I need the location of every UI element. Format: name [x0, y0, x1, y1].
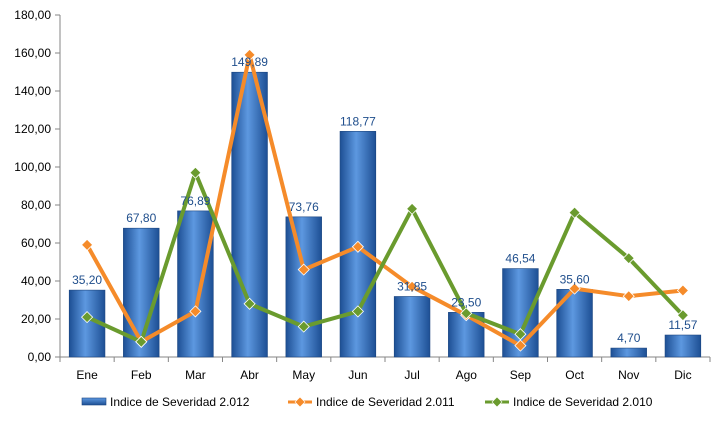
series-point [351, 305, 364, 318]
bar-data-label: 23,50 [451, 295, 481, 309]
y-tick-label: 80,00 [21, 198, 51, 212]
legend-swatch [81, 397, 107, 406]
x-tick-label: Sep [510, 368, 532, 382]
bar-data-label: 73,76 [289, 200, 319, 214]
y-tick-label: 160,00 [14, 46, 51, 60]
x-tick-label: Dic [674, 368, 691, 382]
legend-label: Indice de Severidad 2.012 [110, 395, 250, 409]
x-tick-label: Jul [404, 368, 419, 382]
bar [610, 347, 647, 358]
series-point [676, 284, 689, 297]
legend-swatch-marker [491, 396, 503, 408]
y-tick-label: 100,00 [14, 160, 51, 174]
y-tick-label: 0,00 [28, 350, 52, 364]
x-tick-label: May [292, 368, 315, 382]
line-series [81, 48, 689, 352]
bar-data-label: 35,60 [560, 272, 590, 286]
series-point [189, 166, 202, 179]
series-point [297, 320, 310, 333]
series-point [514, 328, 527, 341]
x-tick-label: Oct [565, 368, 584, 382]
x-tick-label: Mar [185, 368, 206, 382]
series-point [622, 290, 635, 303]
legend-label: Indice de Severidad 2.011 [316, 395, 455, 409]
x-tick-label: Abr [240, 368, 259, 382]
data-labels: 35,20 67,80 76,89 149,89 73,76 118,77 31,85 23,… [72, 55, 698, 345]
legend-swatch-marker [294, 396, 306, 408]
bar [393, 296, 431, 358]
legend: Indice de Severidad 2.012 Indice de Sever… [81, 395, 653, 409]
x-tick-label: Ago [456, 368, 478, 382]
bar-data-label: 35,20 [72, 273, 102, 287]
y-tick-label: 140,00 [14, 84, 51, 98]
bar-series [68, 71, 702, 358]
series-point [676, 309, 689, 322]
legend-label: Indice de Severidad 2.010 [513, 395, 653, 409]
series-point [243, 297, 256, 310]
bar [177, 210, 214, 358]
series-point [406, 280, 419, 293]
series-point [81, 311, 94, 324]
series-point [81, 238, 94, 251]
bar [285, 216, 322, 358]
bar-data-label: 76,89 [180, 194, 210, 208]
series-line [85, 52, 684, 348]
axes: 0,00 20,00 40,00 60,00 80,00 100,00 120,00 140,… [14, 8, 711, 382]
bar-data-label: 149,89 [231, 55, 268, 69]
y-tick-label: 60,00 [21, 236, 51, 250]
y-tick-label: 180,00 [14, 8, 51, 22]
bar-data-label: 4,70 [617, 331, 641, 345]
bar-data-label: 67,80 [126, 211, 156, 225]
bar-data-label: 46,54 [505, 252, 535, 266]
x-tick-label: Feb [131, 368, 152, 382]
bar-data-label: 11,57 [668, 318, 697, 332]
series-point [189, 305, 202, 318]
series-line [86, 170, 685, 344]
bar [664, 334, 702, 358]
y-tick-label: 40,00 [21, 274, 51, 288]
x-tick-label: Ene [76, 368, 98, 382]
series-point [460, 307, 473, 320]
x-tick-label: Jun [348, 368, 367, 382]
series-point [406, 202, 419, 215]
series-point [297, 263, 310, 276]
y-tick-label: 20,00 [21, 312, 51, 326]
bar-data-label: 31,85 [397, 279, 427, 293]
series-point [568, 282, 581, 295]
series-point [351, 240, 364, 253]
series-point [514, 339, 527, 352]
x-tick-label: Nov [618, 368, 639, 382]
series-point [568, 206, 581, 219]
y-tick-label: 120,00 [14, 122, 51, 136]
bar-data-label: 118,77 [340, 114, 376, 128]
series-point [243, 48, 256, 61]
series-point [135, 335, 148, 348]
series-point [622, 252, 635, 265]
